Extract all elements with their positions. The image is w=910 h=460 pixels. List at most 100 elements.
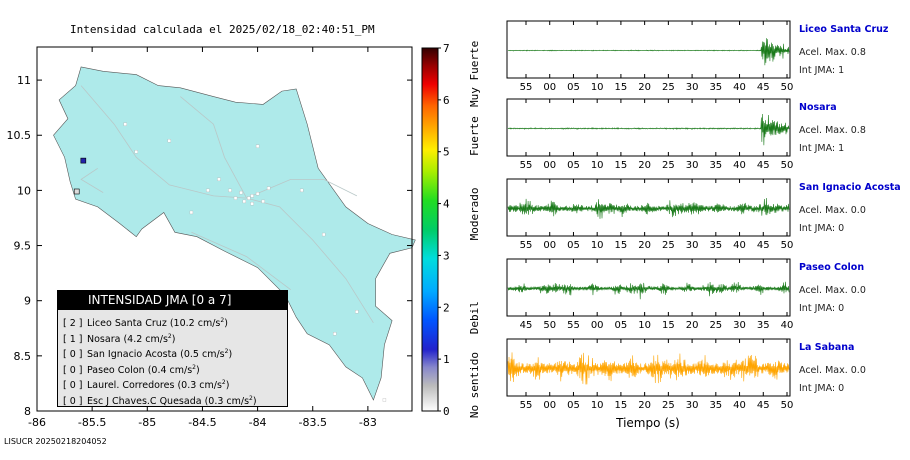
map-frame: [36, 46, 413, 412]
trace-x-tick-label: 30: [733, 320, 746, 331]
trace-x-tick-label: 00: [543, 240, 556, 251]
station-marker: [80, 157, 87, 164]
legend-level: [ 1 ]: [63, 333, 83, 345]
trace-x-tick-label: 10: [591, 82, 604, 93]
trace-waveform: [507, 198, 790, 219]
trace-x-tick-label: 10: [591, 240, 604, 251]
colorbar-category-label: Fuerte: [468, 116, 481, 156]
trace-x-tick-label: 20: [638, 82, 651, 93]
trace-x-tick-label: 10: [638, 320, 651, 331]
legend-station-name: Liceo Santa Cruz: [87, 318, 170, 330]
trace-x-tick-label: 40: [733, 240, 746, 251]
colorbar-tick-label: 6: [443, 94, 450, 107]
colorbar-tick-label: 5: [443, 146, 450, 159]
map-x-tick-label: -85.5: [78, 416, 106, 429]
trace-x-tick-label: 15: [615, 240, 628, 251]
trace-x-tick-label: 35: [757, 320, 770, 331]
colorbar-tick-label: 0: [443, 405, 450, 418]
trace-x-tick-label: 40: [733, 82, 746, 93]
costa-rica-land: [53, 66, 416, 401]
legend-value: (0.4 cm/s: [147, 364, 193, 376]
colorbar-tick-label: 7: [443, 42, 450, 55]
station-jma: Int JMA: 1: [799, 65, 845, 76]
trace-x-tick-label: 35: [709, 160, 722, 171]
colorbar-tick-label: 1: [443, 353, 450, 366]
trace-x-tick-label: 15: [615, 160, 628, 171]
legend-value: (0.3 cm/s: [177, 380, 222, 392]
map-y-tick-label: 10: [17, 184, 31, 197]
trace-x-tick-label: 35: [709, 240, 722, 251]
trace-x-tick-label: 45: [757, 160, 770, 171]
trace-x-tick-label: 05: [567, 240, 580, 251]
station-accel: Acel. Max. 0.8: [799, 47, 866, 58]
legend-level: [ 0 ]: [63, 364, 83, 376]
legend-level: [ 0 ]: [63, 349, 83, 361]
trace-x-tick-label: 15: [615, 400, 628, 411]
trace-x-tick-label: 55: [520, 82, 533, 93]
trace-x-tick-label: 00: [543, 160, 556, 171]
legend-station-name: Laurel. Corredores: [87, 380, 178, 392]
trace-x-tick-label: 30: [686, 160, 699, 171]
station-jma: Int JMA: 0: [799, 223, 845, 234]
legend-station-name: Paseo Colon: [87, 364, 148, 376]
trace-x-tick-label: 55: [520, 240, 533, 251]
trace-x-tick-label: 25: [709, 320, 722, 331]
colorbar-category-label: No sentido: [468, 352, 481, 418]
legend-row: [ 2 ] Liceo Santa Cruz (10.2 cm/s2): [58, 313, 287, 329]
legend-station-name: San Ignacio Acosta: [87, 349, 181, 361]
legend-row: [ 0 ] San Ignacio Acosta (0.5 cm/s2): [58, 344, 287, 360]
trace-x-tick-label: 35: [709, 400, 722, 411]
legend-station-name: Esc J Chaves.C Quesada: [87, 395, 205, 407]
trace-x-tick-label: 40: [733, 160, 746, 171]
trace-x-tick-label: 05: [615, 320, 628, 331]
trace-x-tick-label: 00: [591, 320, 604, 331]
trace-x-tick-label: 05: [567, 400, 580, 411]
trace-x-tick-label: 10: [591, 160, 604, 171]
legend-row: [ 0 ] Esc J Chaves.C Quesada (0.3 cm/s2): [58, 391, 287, 407]
trace-x-tick-label: 00: [543, 82, 556, 93]
trace-x-tick-label: 25: [662, 82, 675, 93]
trace-x-tick-label: 05: [567, 160, 580, 171]
trace-x-tick-label: 20: [686, 320, 699, 331]
trace-x-tick-label: 45: [520, 320, 533, 331]
map-x-tick-label: -84.5: [188, 416, 216, 429]
colorbar-gradient: [421, 47, 439, 412]
station-accel: Acel. Max. 0.0: [799, 365, 866, 376]
station-name: Liceo Santa Cruz: [799, 24, 889, 35]
trace-x-tick-label: 05: [567, 82, 580, 93]
colorbar-category-label: Moderado: [468, 187, 481, 240]
trace-x-tick-label: 30: [686, 240, 699, 251]
trace-x-tick-label: 20: [638, 240, 651, 251]
station-jma: Int JMA: 0: [799, 303, 845, 314]
map-x-tick-label: -85: [138, 416, 156, 429]
legend-level: [ 0 ]: [63, 395, 83, 407]
map-y-tick-label: 9.5: [14, 240, 32, 253]
trace-x-tick-label: 55: [520, 160, 533, 171]
trace-x-tick-label: 50: [781, 240, 794, 251]
legend-level: [ 0 ]: [63, 380, 83, 392]
trace-x-tick-label: 45: [757, 400, 770, 411]
trace-x-tick-label: 25: [662, 160, 675, 171]
trace-x-tick-label: 50: [781, 82, 794, 93]
map-y-tick-label: 10.5: [7, 129, 32, 142]
station-jma: Int JMA: 0: [799, 383, 845, 394]
trace-x-tick-label: 45: [757, 82, 770, 93]
trace-x-tick-label: 40: [733, 400, 746, 411]
map-x-tick-label: -83: [359, 416, 377, 429]
trace-x-tick-label: 15: [662, 320, 675, 331]
trace-x-tick-label: 35: [709, 82, 722, 93]
station-name: La Sabana: [799, 342, 855, 353]
trace-x-tick-label: 10: [591, 400, 604, 411]
colorbar-tick-label: 3: [443, 249, 450, 262]
trace-x-tick-label: 15: [615, 82, 628, 93]
legend-value: (4.2 cm/s: [123, 333, 168, 345]
map-x-tick-label: -86: [28, 416, 46, 429]
map-y-tick-label: 8: [24, 405, 31, 418]
station-name: San Ignacio Acosta: [799, 182, 901, 193]
trace-x-tick-label: 55: [520, 400, 533, 411]
map-y-tick-label: 9: [24, 295, 31, 308]
seismogram-panels: 55 00 05 10 15 20 25 30 35 40 45 50 55 00 05 10 15 20 25 30…: [506, 20, 794, 430]
trace-panel: [506, 98, 791, 157]
map-x-tick-label: -83.5: [299, 416, 327, 429]
map-y-tick-label: 8.5: [14, 350, 32, 363]
